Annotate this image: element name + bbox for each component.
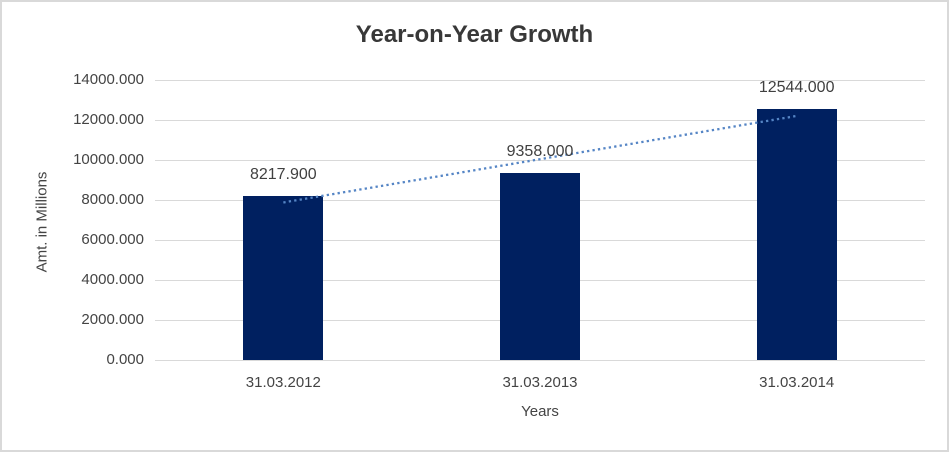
y-axis-tick-label: 4000.000	[81, 271, 144, 288]
data-label: 9358.000	[506, 142, 574, 160]
data-label: 8217.900	[249, 165, 317, 183]
trendline	[283, 114, 797, 204]
y-axis-tick-label: 10000.000	[73, 151, 144, 168]
x-axis-title: Years	[521, 403, 559, 420]
x-axis-tick-label: 31.03.2012	[245, 374, 321, 391]
bar	[243, 195, 324, 360]
y-axis-tick-label: 14000.000	[73, 71, 144, 88]
gridline	[155, 79, 925, 81]
bar	[500, 172, 580, 360]
y-axis-tick-label: 8000.000	[81, 191, 144, 208]
chart-title: Year-on-Year Growth	[355, 21, 594, 48]
data-label: 12544.000	[758, 79, 835, 97]
x-axis-tick-label: 31.03.2014	[759, 374, 835, 391]
y-axis-title: Amt. in Millions	[33, 171, 51, 273]
bar	[756, 109, 837, 360]
y-axis-tick-label: 0.000	[106, 351, 144, 368]
y-axis-tick-label: 6000.000	[81, 231, 144, 248]
y-axis-tick-label: 2000.000	[81, 311, 144, 328]
y-axis-tick-label: 12000.000	[73, 111, 144, 128]
x-axis-tick-label: 31.03.2013	[502, 374, 578, 391]
gridline	[155, 359, 925, 361]
gridline	[155, 119, 925, 121]
